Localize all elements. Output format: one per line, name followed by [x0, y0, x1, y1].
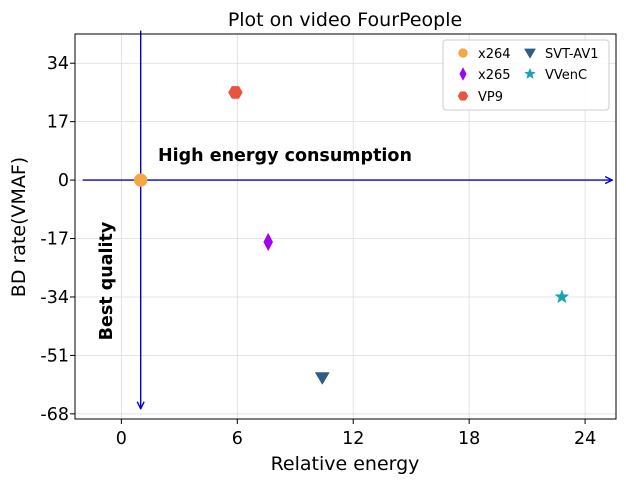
legend-box: [442, 39, 610, 111]
y-axis-ticks: 34 17 0 -17 -34 -51 -68: [40, 54, 75, 425]
data-points: [133, 86, 570, 385]
legend-marker-x264: [458, 48, 468, 58]
legend-marker-x265: [459, 67, 467, 81]
plot-frame: [74, 33, 617, 420]
legend-label-vp9: VP9: [478, 90, 503, 105]
y-tick-label: -34: [40, 288, 69, 308]
x-tick-label: 0: [116, 429, 127, 449]
legend-marker-svt-av1: [524, 48, 536, 59]
axis-arrows: [82, 30, 612, 409]
y-tick-label: 34: [47, 54, 69, 74]
y-tick-label: -51: [40, 346, 69, 366]
y-axis-label: BD rate(VMAF): [8, 157, 30, 297]
legend-label-x264: x264: [478, 47, 511, 62]
legend-marker-vp9: [457, 91, 469, 101]
y-tick-label: 17: [47, 113, 69, 133]
data-point-vp9: [228, 86, 243, 99]
x-axis-ticks: 0 6 12 18 24: [116, 419, 596, 449]
x-axis-label: Relative energy: [271, 453, 420, 475]
data-point-svt-av1: [314, 372, 330, 385]
legend: x264 x265 VP9 SVT-AV1 VVenC: [442, 39, 610, 111]
x-tick-label: 12: [342, 429, 364, 449]
y-tick-label: -68: [40, 405, 69, 425]
legend-label-vvenc: VVenC: [545, 68, 587, 83]
x-tick-label: 24: [574, 429, 596, 449]
x-tick-label: 18: [458, 429, 480, 449]
data-point-vvenc: [554, 289, 570, 304]
data-point-x265: [263, 232, 273, 252]
chart-title: Plot on video FourPeople: [228, 9, 462, 31]
annotation-high-energy: High energy consumption: [158, 146, 412, 166]
legend-marker-vvenc: [524, 67, 536, 79]
x-tick-label: 6: [232, 429, 243, 449]
annotation-best-quality: Best quality: [97, 221, 117, 340]
data-point-x264: [133, 173, 148, 187]
legend-label-x265: x265: [478, 68, 511, 83]
legend-label-svt-av1: SVT-AV1: [545, 47, 599, 62]
y-tick-label: 0: [58, 171, 69, 191]
y-tick-label: -17: [40, 230, 69, 250]
